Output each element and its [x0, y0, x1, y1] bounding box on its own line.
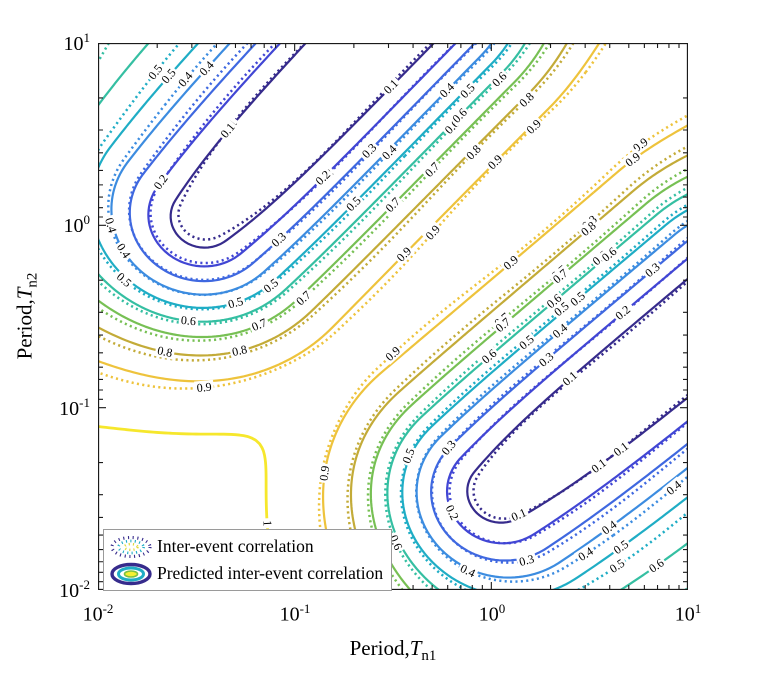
y-tick-label-10e1: 101 — [63, 30, 91, 55]
x-tick-label-10e-1: 10-1 — [279, 601, 311, 626]
dotted-ellipses-icon — [110, 535, 152, 558]
y-tick-label-10e0: 100 — [63, 212, 91, 237]
legend-label-inter-event: Inter-event correlation — [157, 536, 314, 556]
x-tick-label-10e0: 100 — [478, 601, 506, 626]
solid-ellipses-icon — [110, 562, 152, 585]
legend-item-inter-event: Inter-event correlation — [108, 533, 383, 560]
y-axis-label-subscript: n2 — [24, 272, 41, 288]
x-tick-label-10e1: 101 — [674, 601, 702, 626]
legend: Inter-event correlation Predicted inter-… — [103, 529, 393, 591]
x-axis-label: Period,Tn1 — [350, 636, 437, 665]
y-axis-label-variable: T — [12, 287, 37, 300]
y-tick-label-10e-1: 10-1 — [59, 395, 90, 420]
x-axis-label-text: Period, — [349, 636, 410, 660]
y-axis-label: Period,Tn2 — [12, 273, 41, 360]
contour-canvas — [98, 43, 688, 590]
legend-item-predicted: Predicted inter-event correlation — [108, 560, 383, 587]
y-axis-label-text: Period, — [12, 299, 37, 360]
legend-label-predicted: Predicted inter-event correlation — [157, 563, 384, 583]
x-axis-label-subscript: n1 — [421, 648, 437, 665]
plot-area: Inter-event correlation Predicted inter-… — [98, 43, 688, 591]
y-tick-label-10e-2: 10-2 — [59, 577, 90, 602]
x-axis-label-variable: T — [409, 636, 422, 660]
x-tick-label-10e-2: 10-2 — [82, 601, 114, 626]
